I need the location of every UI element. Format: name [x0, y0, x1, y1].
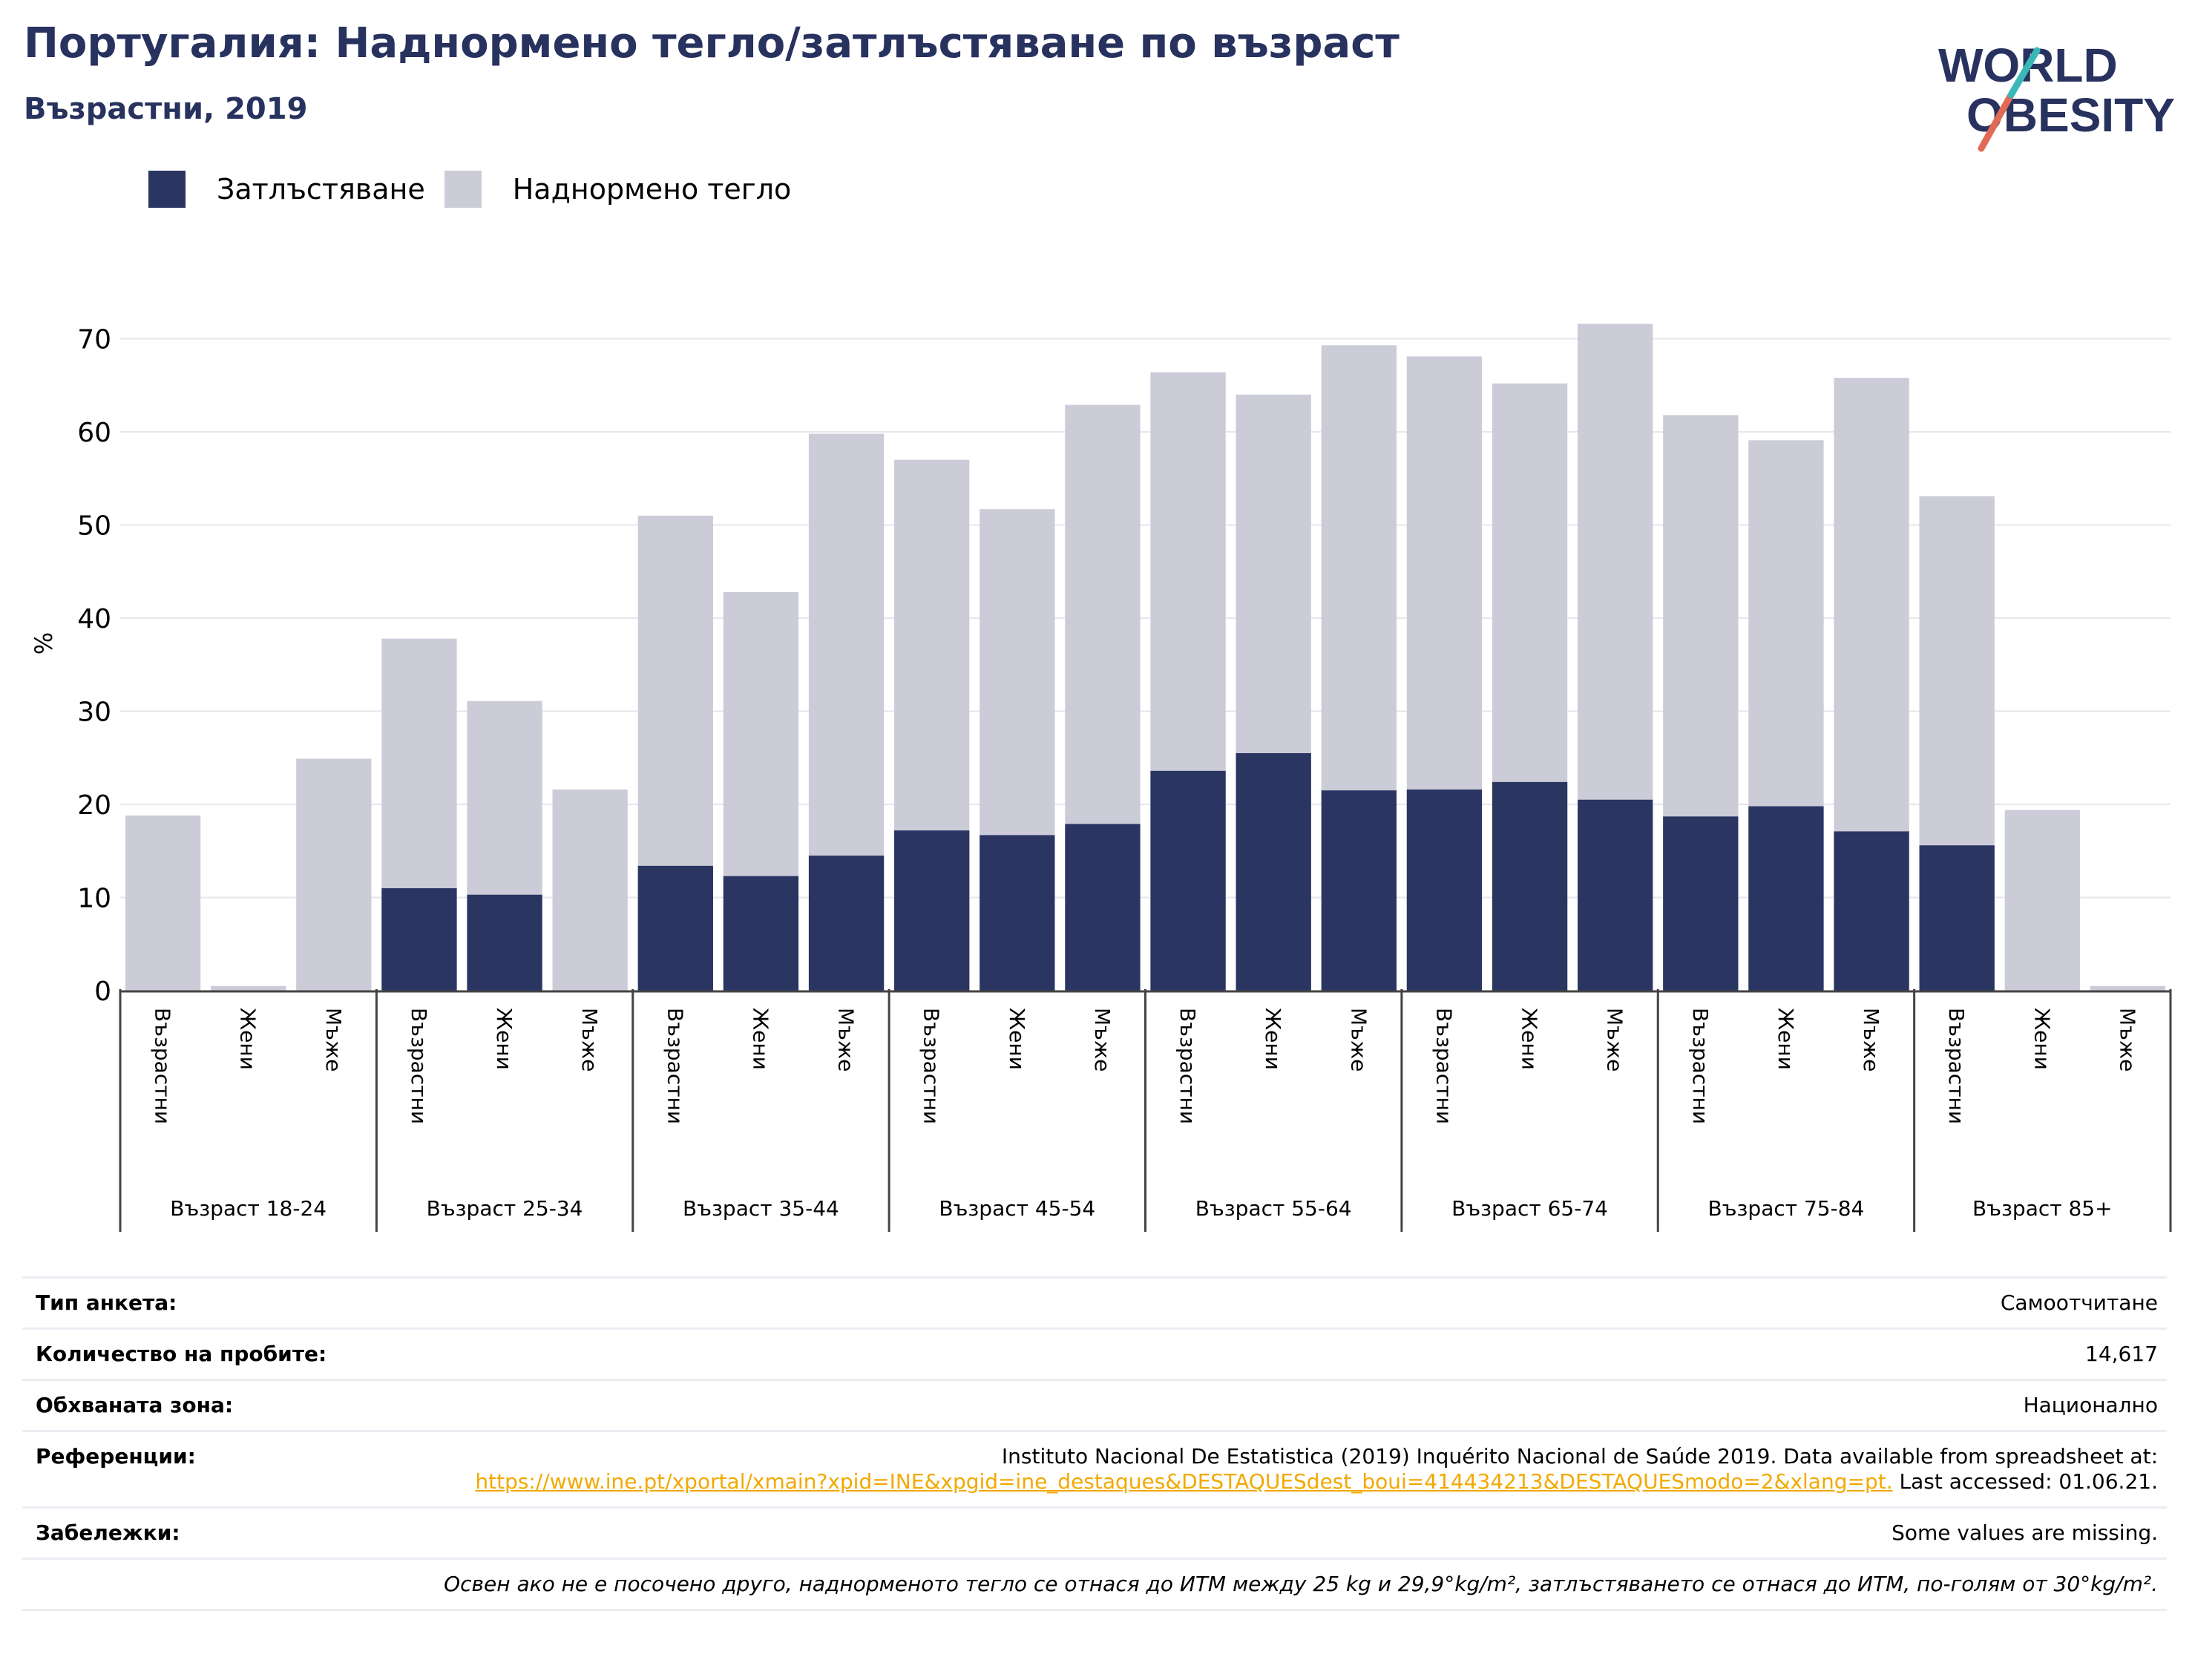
- x-tick-label: Възрастни: [1175, 1008, 1200, 1124]
- x-tick-label: Възрастни: [151, 1008, 175, 1124]
- page-title: Португалия: Наднормено тегло/затлъстяван…: [24, 19, 1400, 68]
- obesity-bar: [723, 876, 799, 991]
- overweight-bar: [552, 789, 628, 991]
- group-label: Възраст 45-54: [939, 1196, 1095, 1221]
- info-row-sample-size: Количество на пробите: 14,617: [22, 1328, 2167, 1379]
- obesity-bar: [1492, 781, 1568, 991]
- x-tick-label: Мъже: [321, 1008, 346, 1072]
- legend-label-overweight: Наднормено тегло: [512, 173, 792, 206]
- obesity-bar: [1578, 799, 1653, 991]
- y-axis-label: %: [30, 632, 58, 654]
- info-value: Some values are missing.: [1891, 1520, 2158, 1545]
- info-value: Национално: [2023, 1393, 2158, 1417]
- bar-chart: 0 10 20 30 40 50 60 70% Възрастни Жени Мъже Възраст…: [30, 324, 2172, 1232]
- info-row-references: Референции: Instituto Nacional De Estati…: [22, 1430, 2167, 1506]
- footnote-row: Освен ако не е посочено друго, наднормен…: [22, 1558, 2167, 1611]
- x-tick-label: Мъже: [834, 1008, 859, 1072]
- info-value-references: Instituto Nacional De Estatistica (2019)…: [475, 1444, 2167, 1494]
- y-tick-label: 30: [77, 698, 111, 728]
- obesity-bar: [381, 887, 457, 991]
- info-table: Тип анкета: Самоотчитане Количество на п…: [22, 1276, 2167, 1611]
- info-label: Забележки:: [36, 1520, 180, 1545]
- x-tick-label: Възрастни: [1431, 1008, 1456, 1124]
- obesity-bar: [1834, 831, 1909, 991]
- obesity-bar: [980, 835, 1055, 991]
- obesity-bar: [467, 894, 542, 991]
- y-tick-label: 70: [77, 325, 111, 355]
- y-tick-label: 10: [77, 884, 111, 914]
- overweight-bar: [125, 816, 201, 991]
- page-subtitle: Възрастни, 2019: [24, 92, 308, 126]
- obesity-bar: [1065, 824, 1141, 991]
- x-tick-label: Мъже: [577, 1008, 602, 1072]
- x-tick-label: Възрастни: [663, 1008, 687, 1124]
- info-row-survey-type: Тип анкета: Самоотчитане: [22, 1276, 2167, 1328]
- reference-text: Instituto Nacional De Estatistica (2019)…: [1001, 1444, 2158, 1469]
- obesity-bar: [1919, 845, 1995, 991]
- x-tick-label: Жени: [1518, 1008, 1542, 1070]
- x-tick-label: Възрастни: [919, 1008, 944, 1124]
- chart-legend: Затлъстяване Наднормено тегло: [148, 171, 810, 208]
- x-tick-label: Жени: [748, 1008, 772, 1070]
- y-tick-label: 50: [77, 511, 111, 542]
- x-tick-label: Мъже: [2115, 1008, 2139, 1072]
- y-tick-label: 60: [77, 418, 111, 448]
- x-tick-label: Жени: [1774, 1008, 1798, 1070]
- group-label: Възраст 65-74: [1451, 1196, 1608, 1221]
- x-tick-label: Мъже: [1090, 1008, 1115, 1072]
- footnote: Освен ако не е посочено друго, наднормен…: [444, 1572, 2158, 1596]
- obesity-bar: [1321, 790, 1397, 991]
- info-value: 14,617: [2085, 1342, 2158, 1366]
- group-label: Възраст 85+: [1972, 1196, 2113, 1221]
- x-tick-label: Жени: [492, 1008, 516, 1070]
- group-label: Възраст 35-44: [683, 1196, 839, 1221]
- x-tick-label: Мъже: [1859, 1008, 1883, 1072]
- obesity-bar: [1150, 770, 1226, 991]
- group-label: Възраст 18-24: [170, 1196, 327, 1221]
- overweight-bar: [211, 985, 286, 991]
- y-tick-label: 40: [77, 604, 111, 634]
- x-tick-label: Възрастни: [407, 1008, 431, 1124]
- obesity-bar: [1236, 752, 1311, 991]
- obesity-bar: [1748, 806, 1824, 991]
- legend-item-obesity[interactable]: Затлъстяване: [148, 171, 425, 208]
- y-tick-label: 0: [94, 977, 111, 1007]
- x-tick-label: Жени: [1261, 1008, 1285, 1070]
- x-tick-label: Възрастни: [1688, 1008, 1713, 1124]
- obesity-bar: [1406, 789, 1483, 991]
- info-label: Референции:: [36, 1444, 196, 1469]
- reference-link[interactable]: https://www.ine.pt/xportal/xmain?xpid=IN…: [475, 1469, 1893, 1494]
- obesity-bar: [637, 865, 713, 991]
- reference-accessed: Last accessed: 01.06.21.: [1892, 1469, 2158, 1494]
- info-row-notes: Забележки: Some values are missing.: [22, 1506, 2167, 1558]
- x-tick-label: Възрастни: [1944, 1008, 1969, 1124]
- info-label: Количество на пробите:: [36, 1342, 327, 1366]
- y-tick-label: 20: [77, 790, 111, 821]
- legend-swatch-obesity: [148, 171, 186, 208]
- obesity-bar: [808, 856, 885, 991]
- info-value: Самоотчитане: [2000, 1290, 2158, 1315]
- x-tick-label: Жени: [2030, 1008, 2054, 1070]
- overweight-bar: [296, 758, 372, 991]
- legend-item-overweight[interactable]: Наднормено тегло: [444, 171, 792, 208]
- group-label: Възраст 75-84: [1708, 1196, 1865, 1221]
- info-label: Тип анкета:: [36, 1290, 177, 1315]
- x-tick-label: Мъже: [1603, 1008, 1627, 1072]
- info-row-area: Обхваната зона: Национално: [22, 1379, 2167, 1430]
- group-label: Възраст 25-34: [427, 1196, 583, 1221]
- x-tick-label: Жени: [1005, 1008, 1029, 1070]
- legend-label-obesity: Затлъстяване: [217, 173, 425, 206]
- overweight-bar: [2090, 985, 2166, 991]
- x-tick-label: Мъже: [1346, 1008, 1371, 1072]
- overweight-bar: [2004, 810, 2080, 991]
- world-obesity-logo: WORLD OBESITY: [1929, 22, 2182, 156]
- group-label: Възраст 55-64: [1195, 1196, 1352, 1221]
- legend-swatch-overweight: [444, 171, 482, 208]
- info-label: Обхваната зона:: [36, 1393, 234, 1417]
- x-tick-label: Жени: [236, 1008, 260, 1070]
- obesity-bar: [1663, 816, 1739, 991]
- obesity-bar: [894, 830, 970, 991]
